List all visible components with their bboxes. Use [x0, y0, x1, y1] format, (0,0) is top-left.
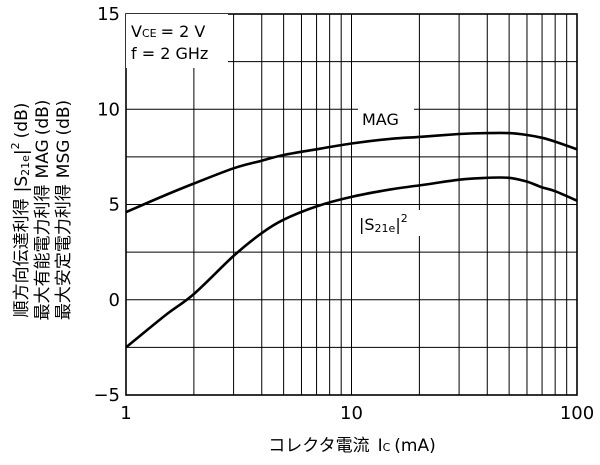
- curves: [125, 131, 578, 349]
- svg-text:最大安定電力利得MSG(dB): 最大安定電力利得MSG(dB): [54, 100, 74, 320]
- y-tick-label: −5: [93, 385, 120, 406]
- y-tick-label: 5: [109, 195, 120, 216]
- y-tick-label: 10: [97, 99, 120, 120]
- s21-label-bg: [355, 210, 425, 236]
- mag-label-bg: [358, 108, 414, 130]
- series-line-s21: [125, 176, 578, 349]
- y-axis-label-1: 順方向伝達利得|S21e|2(dB): [9, 103, 32, 318]
- y-axis-label-3: 最大安定電力利得MSG(dB): [54, 100, 74, 320]
- x-tick-labels: 1 10 100: [120, 403, 594, 424]
- y-tick-labels: −5 0 5 10 15: [93, 4, 120, 406]
- x-tick-label: 1: [120, 403, 131, 424]
- x-tick-label: 10: [340, 403, 363, 424]
- grid-lines: [126, 14, 577, 395]
- series-label-s21: |S21e|2: [359, 212, 408, 235]
- freq-condition: f = 2 GHz: [131, 44, 208, 63]
- x-axis-label: コレクタ電流 IC (mA): [268, 436, 436, 456]
- svg-text:順方向伝達利得|S21e|2(dB): 順方向伝達利得|S21e|2(dB): [9, 103, 32, 318]
- plot-frame: [125, 13, 578, 396]
- svg-text:最大有能電力利得MAG(dB): 最大有能電力利得MAG(dB): [33, 100, 53, 321]
- y-tick-label: 0: [109, 290, 120, 311]
- x-tick-label: 100: [560, 403, 594, 424]
- conditions-box: [126, 14, 228, 68]
- y-tick-label: 15: [97, 4, 120, 25]
- series-label-mag: MAG: [362, 110, 399, 129]
- y-axis-label-2: 最大有能電力利得MAG(dB): [33, 100, 53, 321]
- vce-condition: VCE = 2 V: [131, 22, 205, 41]
- series-line-mag: [125, 131, 578, 214]
